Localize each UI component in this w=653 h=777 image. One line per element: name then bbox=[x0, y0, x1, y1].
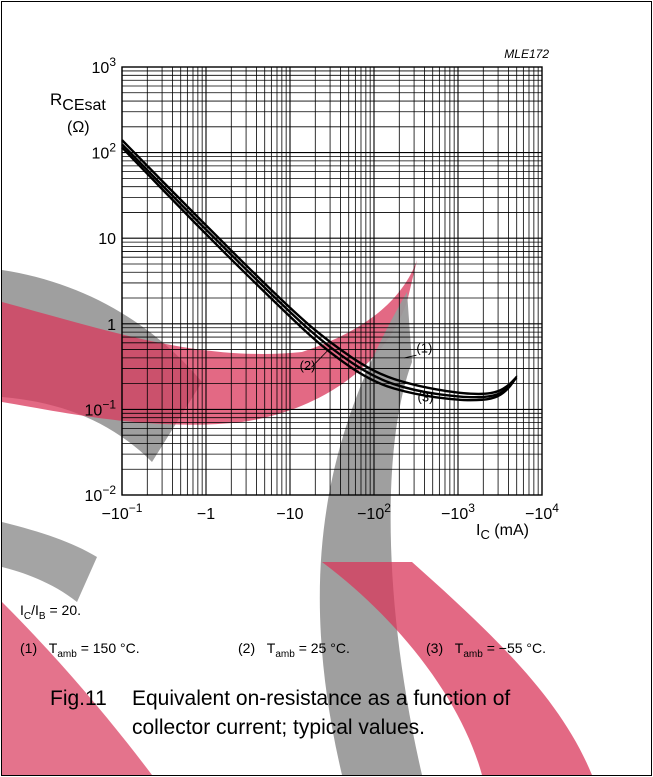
watermark-red-arc bbox=[322, 562, 592, 775]
x-tick-label: −10 bbox=[276, 506, 303, 523]
chart-tick-labels: −10−1 −1 −10 −102 −103 −104 10−2 10−1 1 10 102 103 bbox=[85, 55, 560, 523]
x-axis-label-sub: C bbox=[480, 527, 489, 542]
svg-text:RCEsat: RCEsat bbox=[50, 90, 106, 114]
y-axis-label-sub: CEsat bbox=[62, 97, 106, 114]
y-axis-unit: (Ω) bbox=[67, 119, 90, 136]
y-tick-label: 103 bbox=[92, 55, 117, 77]
series-label-1: (1) bbox=[416, 341, 432, 356]
x-axis-label-main: I bbox=[476, 522, 480, 539]
series-label-2: (2) bbox=[300, 358, 316, 373]
caption-line-2: collector current; typical values. bbox=[132, 716, 425, 739]
chart-code: MLE172 bbox=[504, 47, 549, 61]
y-axis-label-main: R bbox=[50, 90, 62, 109]
caption-line-1: Equivalent on-resistance as a function o… bbox=[132, 687, 511, 710]
x-axis-label-unit: (mA) bbox=[490, 522, 529, 539]
ratio-note: IC/IB = 20. bbox=[20, 602, 81, 622]
watermark-left-gray bbox=[2, 472, 97, 602]
y-tick-label: 10 bbox=[98, 231, 116, 248]
x-tick-label: −102 bbox=[357, 501, 391, 523]
chart-series bbox=[121, 139, 518, 402]
x-tick-label: −1 bbox=[197, 506, 215, 523]
condition-2: (2) Tamb = 25 °C. bbox=[238, 640, 350, 660]
chart-grid bbox=[121, 66, 543, 496]
series-line-3 bbox=[121, 146, 518, 402]
condition-3: (3) Tamb = −55 °C. bbox=[426, 640, 547, 660]
y-tick-label: 10−1 bbox=[85, 397, 117, 419]
y-tick-label: 102 bbox=[92, 141, 117, 163]
y-tick-label: 10−2 bbox=[85, 483, 117, 505]
y-axis-label: RCEsat (Ω) bbox=[50, 90, 106, 136]
figure-caption: Fig.11 Equivalent on-resistance as a func… bbox=[50, 684, 610, 742]
svg-text:IC (mA): IC (mA) bbox=[476, 522, 529, 542]
figure-number: Fig.11 bbox=[50, 687, 107, 710]
x-tick-label: −103 bbox=[441, 501, 475, 523]
condition-1: (1) Tamb = 150 °C. bbox=[20, 640, 140, 660]
x-tick-label: −104 bbox=[525, 501, 559, 523]
series-label-leader-2 bbox=[311, 347, 331, 368]
series-line-1 bbox=[121, 139, 518, 396]
plot-area-border bbox=[121, 66, 543, 496]
x-axis-label: IC (mA) bbox=[476, 522, 529, 542]
x-tick-label: −10−1 bbox=[102, 501, 143, 523]
series-label-3: (3) bbox=[418, 390, 434, 405]
watermark-gray-arc bbox=[319, 292, 422, 775]
y-tick-label: 1 bbox=[107, 317, 116, 334]
series-label-leader-1 bbox=[404, 354, 417, 359]
watermark-left-red bbox=[2, 602, 152, 775]
